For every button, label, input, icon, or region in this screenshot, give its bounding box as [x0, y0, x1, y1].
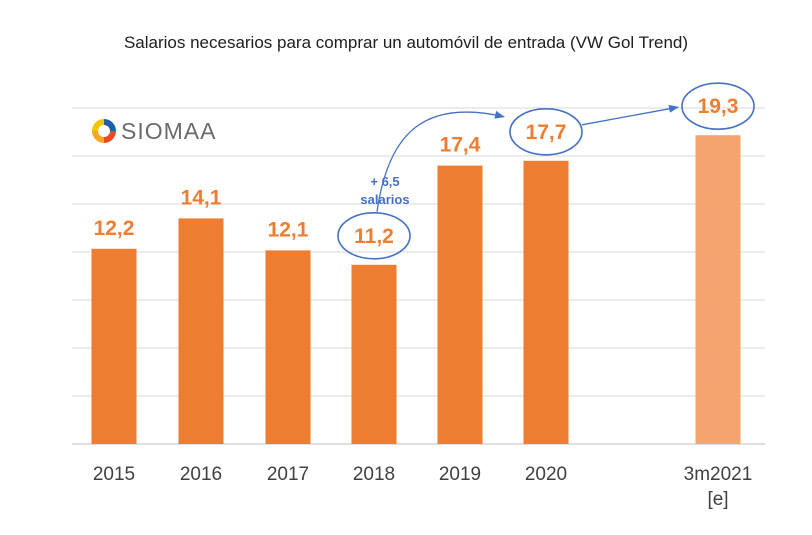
bar-2016 — [178, 218, 224, 444]
value-label-2020: 17,7 — [526, 121, 567, 144]
highlight-circle-2020 — [509, 108, 583, 156]
x-tick-label-2020: 2020 — [525, 464, 567, 485]
gridlines — [72, 107, 765, 445]
x-tick-label-2018: 2018 — [353, 464, 395, 485]
annotation-arrow-2018-2020 — [376, 110, 505, 212]
bar-2018 — [351, 264, 397, 444]
x-tick-sublabel-3m2021: [e] — [707, 489, 728, 510]
value-label-2019: 17,4 — [440, 134, 481, 157]
highlight-circle-2018 — [337, 212, 411, 260]
x-tick-label-2015: 2015 — [93, 464, 135, 485]
highlight-circle-3m2021 — [681, 82, 755, 130]
x-tick-label-2019: 2019 — [439, 464, 481, 485]
annotation-text-line1: + 6,5 — [370, 174, 399, 189]
annotation-arrows — [376, 104, 679, 212]
value-label-2018: 11,2 — [354, 225, 394, 248]
value-label-3m2021: 19,3 — [698, 95, 739, 118]
bars — [91, 135, 741, 445]
value-labels: 12,2 14,1 12,1 11,2 17,4 17,7 19,3 — [94, 95, 739, 248]
x-tick-labels: 2015 2016 2017 2018 2019 2020 3m2021 [e] — [93, 464, 752, 510]
highlight-circles — [337, 82, 755, 260]
value-label-2017: 12,1 — [268, 218, 309, 241]
value-label-2015: 12,2 — [94, 217, 135, 240]
chart-title: Salarios necesarios para comprar un auto… — [124, 33, 688, 52]
siomaa-logo: SIOMAA — [92, 118, 216, 144]
bar-3m2021 — [695, 135, 741, 444]
bar-2020 — [523, 160, 569, 445]
annotation-arrow-2020-2021 — [581, 104, 679, 126]
bar-2015 — [91, 248, 137, 444]
siomaa-logo-text: SIOMAA — [121, 118, 216, 144]
x-tick-label-2017: 2017 — [267, 464, 309, 485]
value-label-2016: 14,1 — [181, 186, 222, 209]
siomaa-logo-icon — [92, 119, 116, 143]
bar-2019 — [437, 165, 483, 444]
x-tick-label-2016: 2016 — [180, 464, 222, 485]
bar-2017 — [265, 250, 311, 444]
annotation-text-line2: salarios — [360, 192, 409, 207]
x-tick-label-3m2021: 3m2021 — [684, 464, 753, 485]
